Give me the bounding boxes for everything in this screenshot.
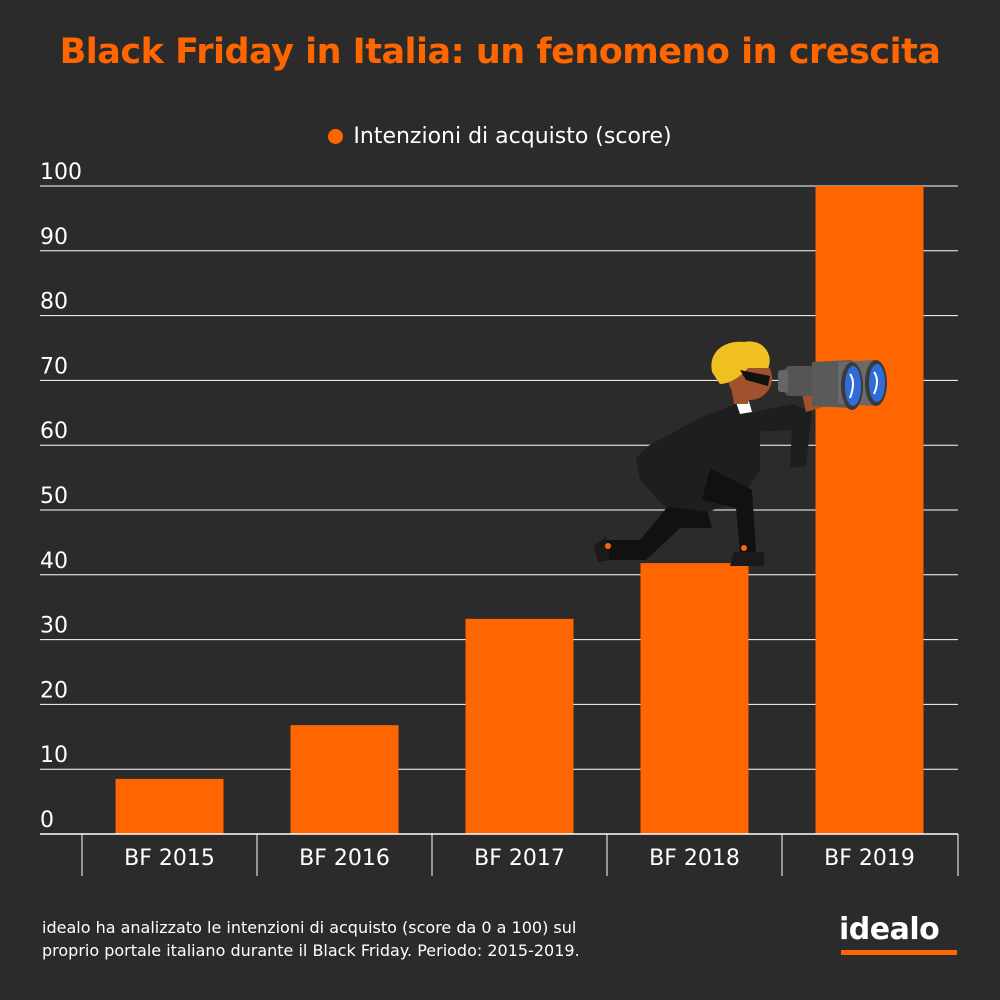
y-tick-label: 80	[40, 290, 68, 315]
chart-title: Black Friday in Italia: un fenomeno in c…	[59, 32, 941, 72]
y-tick-label: 0	[40, 808, 54, 833]
x-tick-label: BF 2018	[649, 846, 740, 871]
bar-bf-2018	[640, 563, 749, 834]
logo-underline	[841, 950, 957, 955]
x-tick-label: BF 2015	[124, 846, 215, 871]
y-tick-label: 20	[40, 678, 68, 703]
x-axis: BF 2015 BF 2016 BF 2017 BF 2018 BF 2019	[40, 833, 959, 876]
y-tick-label: 40	[40, 549, 68, 574]
bar-bf-2015	[115, 778, 224, 834]
y-tick-label: 100	[40, 160, 82, 185]
person-with-binoculars-icon	[594, 341, 887, 566]
footnote: idealo ha analizzato le intenzioni di ac…	[42, 916, 642, 962]
bars	[115, 186, 924, 834]
y-axis-ticks: 0 10 20 30 40 50 60 70 80 90 100	[40, 160, 82, 833]
bar-bf-2016	[290, 725, 399, 834]
x-tick-label: BF 2016	[299, 846, 390, 871]
y-tick-label: 90	[40, 225, 68, 250]
bar-bf-2019	[815, 186, 924, 834]
idealo-logo: idealo	[839, 913, 959, 958]
y-tick-label: 70	[40, 354, 68, 379]
footnote-line-1: idealo ha analizzato le intenzioni di ac…	[42, 918, 577, 937]
chart-legend: Intenzioni di acquisto (score)	[0, 124, 1000, 149]
logo-text: idealo	[839, 912, 940, 947]
y-tick-label: 10	[40, 743, 68, 768]
legend-marker	[328, 129, 344, 144]
y-tick-label: 30	[40, 614, 68, 639]
bar-bf-2017	[465, 618, 574, 834]
y-tick-label: 60	[40, 419, 68, 444]
legend-label: Intenzioni di acquisto (score)	[353, 124, 672, 149]
y-tick-label: 50	[40, 484, 68, 509]
x-tick-label: BF 2017	[474, 846, 565, 871]
x-tick-label: BF 2019	[824, 846, 915, 871]
footnote-line-2: proprio portale italiano durante il Blac…	[42, 941, 580, 960]
